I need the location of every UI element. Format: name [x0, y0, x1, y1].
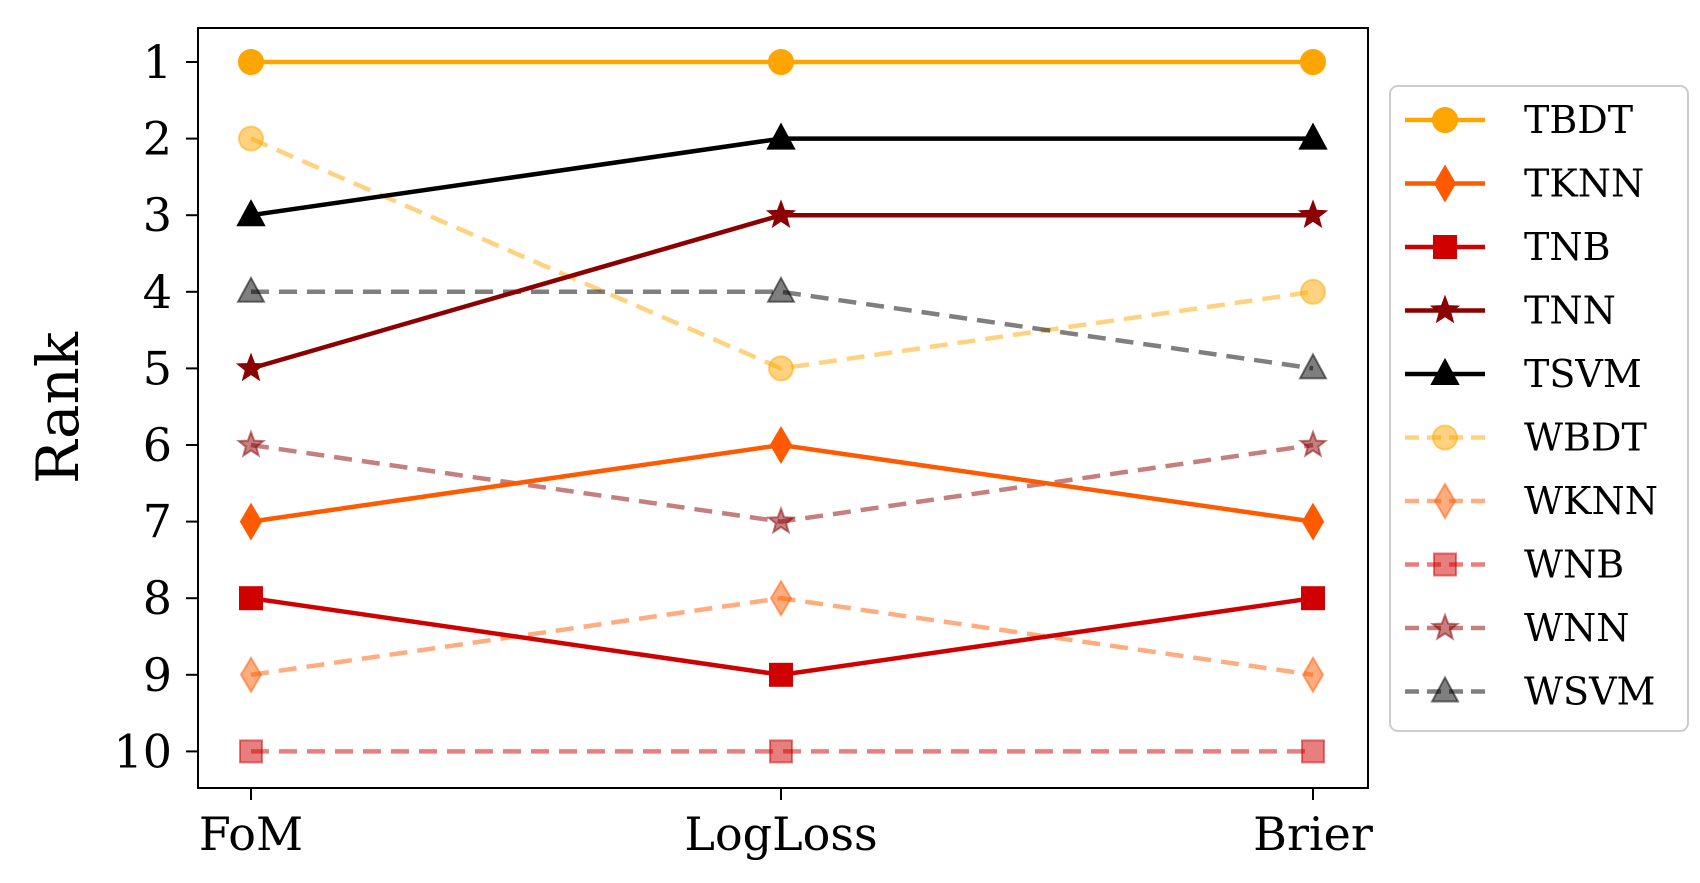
series-wsvm	[236, 275, 1328, 380]
plot-area-frame	[197, 27, 1369, 789]
y-tick-label-5: 5	[143, 341, 172, 395]
legend-item-wbdt: WBDT	[1405, 416, 1647, 460]
data-point-wnb-brier	[1301, 739, 1325, 764]
data-point-tbdt-fom	[238, 49, 264, 75]
legend-marker-tnn	[1429, 294, 1461, 324]
legend-label-tnb: TNB	[1524, 225, 1611, 269]
data-point-tsvm-logloss	[766, 122, 796, 150]
series-tnb	[239, 586, 1325, 687]
legend-item-tknn: TKNN	[1405, 162, 1644, 206]
x-tick-label-fom: FoM	[199, 807, 303, 861]
legend-item-wsvm: WSVM	[1405, 670, 1655, 714]
legend-label-wknn: WKNN	[1524, 479, 1658, 523]
legend-item-wnb: WNB	[1405, 543, 1624, 587]
legend-marker-wnn	[1429, 612, 1461, 641]
data-point-wnn-logloss	[765, 505, 797, 535]
data-point-tsvm-fom	[236, 199, 266, 227]
legend-label-tknn: TKNN	[1524, 162, 1644, 206]
data-point-wsvm-brier	[1298, 352, 1328, 380]
legend: TBDT TKNN TNB TNN TSVM WBDT WKNN WNB WNN WSVM	[1389, 85, 1689, 732]
data-point-tknn-brier	[1301, 502, 1325, 541]
series-tsvm	[236, 122, 1328, 227]
legend-label-tnn: TNN	[1524, 289, 1616, 333]
series-wnn	[235, 429, 1329, 535]
series-wbdt	[238, 125, 1326, 382]
legend-marker-tbdt	[1432, 107, 1458, 133]
legend-label-wbdt: WBDT	[1524, 416, 1647, 460]
legend-item-wknn: WKNN	[1405, 479, 1658, 523]
legend-item-tnn: TNN	[1405, 289, 1616, 333]
x-tick-label-brier: Brier	[1253, 807, 1373, 861]
data-point-tsvm-brier	[1298, 122, 1328, 150]
data-point-wnb-logloss	[769, 739, 793, 764]
y-tick-label-7: 7	[143, 495, 172, 549]
legend-item-tnb: TNB	[1405, 225, 1611, 269]
legend-marker-tsvm	[1430, 357, 1460, 385]
y-tick-label-6: 6	[143, 418, 172, 472]
series-wknn	[239, 579, 1325, 694]
data-point-tbdt-logloss	[768, 49, 794, 75]
legend-label-wnn: WNN	[1524, 606, 1630, 650]
legend-marker-tknn	[1433, 164, 1457, 203]
data-point-wnb-fom	[239, 739, 263, 764]
data-point-tknn-logloss	[769, 426, 793, 464]
legend-item-tbdt: TBDT	[1405, 98, 1633, 142]
y-axis-label: Rank	[24, 331, 92, 484]
data-point-tnb-fom	[239, 586, 263, 611]
data-point-wnn-fom	[235, 429, 267, 458]
series-tknn	[239, 426, 1325, 541]
y-tick-label-9: 9	[143, 648, 172, 702]
data-point-wknn-brier	[1301, 655, 1325, 694]
y-tick-label-8: 8	[143, 571, 172, 625]
data-point-tnn-fom	[235, 352, 267, 382]
legend-item-tsvm: TSVM	[1405, 352, 1642, 396]
data-point-tbdt-brier	[1300, 49, 1326, 75]
data-point-wknn-logloss	[769, 579, 793, 618]
series-line-wsvm	[251, 289, 1314, 371]
legend-label-tbdt: TBDT	[1524, 98, 1633, 142]
y-tick-label-4: 4	[143, 265, 172, 319]
data-point-wsvm-fom	[236, 275, 266, 303]
legend-marker-tnb	[1433, 235, 1457, 259]
data-point-wbdt-brier	[1300, 278, 1326, 305]
legend-item-wnn: WNN	[1405, 606, 1630, 650]
legend-label-wsvm: WSVM	[1524, 670, 1655, 714]
data-point-tnn-logloss	[765, 199, 797, 228]
data-point-tnn-brier	[1297, 199, 1329, 228]
y-axis-ticks: 1 2 3 4 5 6 7 8 9 10	[113, 35, 198, 778]
legend-label-tsvm: TSVM	[1524, 352, 1642, 396]
series-tbdt	[238, 49, 1326, 75]
series-tnn	[235, 199, 1329, 382]
series-layer	[235, 49, 1329, 764]
data-point-tknn-fom	[239, 502, 263, 541]
y-tick-label-2: 2	[143, 112, 172, 166]
data-point-wbdt-logloss	[768, 355, 794, 382]
y-tick-label-3: 3	[143, 188, 172, 242]
series-wnb	[239, 739, 1325, 764]
data-point-wknn-fom	[239, 655, 263, 694]
data-point-tnb-brier	[1301, 586, 1325, 611]
x-tick-label-logloss: LogLoss	[684, 807, 877, 861]
y-tick-label-10: 10	[113, 724, 172, 778]
y-tick-label-1: 1	[143, 35, 172, 89]
data-point-wbdt-fom	[238, 125, 264, 152]
legend-marker-wbdt	[1432, 424, 1458, 451]
legend-marker-wnb	[1433, 552, 1457, 577]
x-axis-ticks: FoM LogLoss Brier	[199, 788, 1373, 861]
legend-marker-wsvm	[1430, 675, 1460, 703]
data-point-wnn-brier	[1297, 429, 1329, 458]
legend-label-wnb: WNB	[1524, 543, 1624, 587]
legend-marker-wknn	[1433, 482, 1457, 520]
data-point-tnb-logloss	[769, 662, 793, 687]
data-point-wsvm-logloss	[766, 275, 796, 303]
